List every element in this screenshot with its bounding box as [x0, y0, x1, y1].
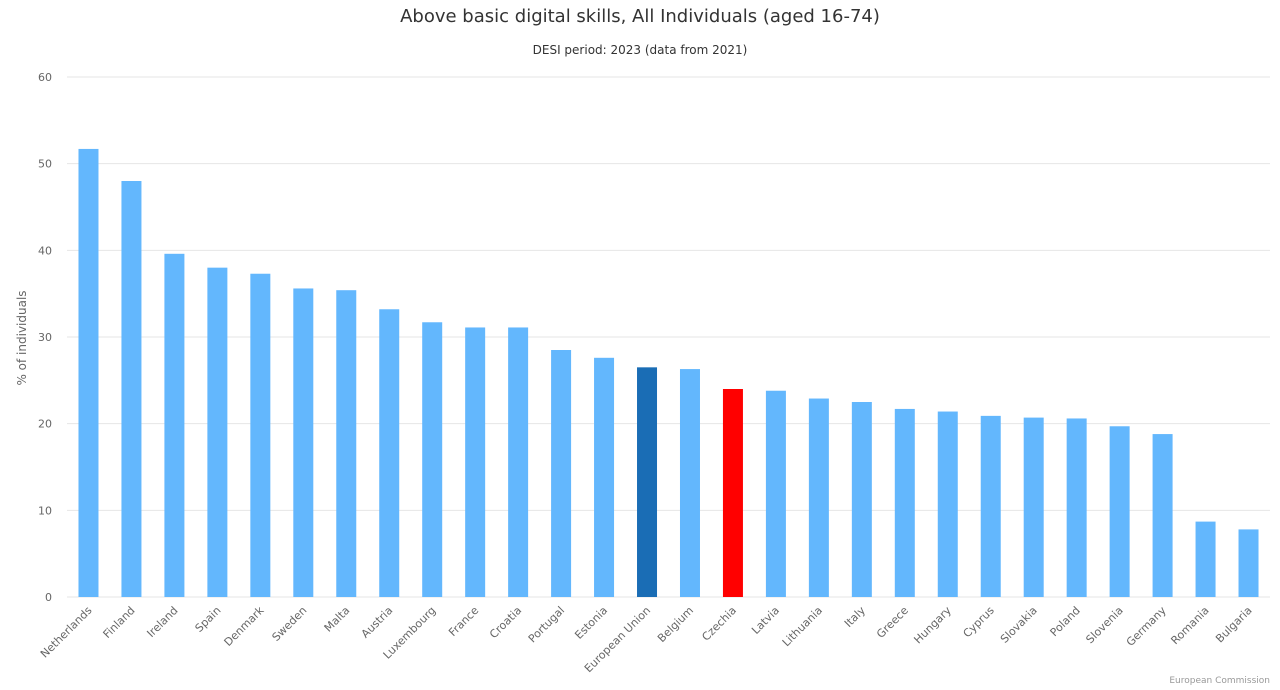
y-axis-ticks: 0 10 20 30 40 50 60	[38, 71, 52, 604]
x-tick-label: Sweden	[269, 604, 309, 644]
bar-belgium[interactable]	[679, 369, 700, 597]
bar-european-union[interactable]	[637, 367, 658, 597]
bar-croatia[interactable]	[508, 327, 529, 597]
x-tick-label: Romania	[1168, 604, 1211, 647]
bar-greece[interactable]	[894, 408, 915, 597]
x-tick-label: Czechia	[699, 604, 739, 644]
bar-netherlands[interactable]	[78, 148, 99, 597]
x-tick-label: Slovenia	[1083, 604, 1125, 646]
y-tick-label: 40	[38, 244, 52, 257]
bar-finland[interactable]	[121, 181, 142, 597]
x-tick-label: Netherlands	[38, 604, 95, 661]
gridlines	[67, 76, 1270, 598]
x-tick-label: Poland	[1048, 604, 1083, 639]
bar-germany[interactable]	[1152, 434, 1173, 597]
bar-italy[interactable]	[851, 402, 872, 597]
bar-slovenia[interactable]	[1109, 426, 1130, 597]
bar-malta[interactable]	[336, 290, 357, 597]
chart-title: Above basic digital skills, All Individu…	[400, 6, 880, 27]
x-tick-label: Croatia	[487, 604, 524, 641]
bar-poland[interactable]	[1066, 418, 1087, 597]
x-tick-label: Denmark	[222, 603, 267, 648]
bars	[78, 148, 1259, 598]
x-tick-label: France	[446, 604, 481, 639]
x-tick-label: Ireland	[144, 604, 180, 640]
x-tick-label: Lithuania	[780, 604, 825, 649]
bar-cyprus[interactable]	[980, 415, 1001, 597]
x-tick-label: Bulgaria	[1213, 604, 1254, 645]
y-tick-label: 50	[38, 158, 52, 171]
chart-subtitle: DESI period: 2023 (data from 2021)	[532, 43, 748, 57]
bar-hungary[interactable]	[937, 411, 958, 597]
bar-spain[interactable]	[207, 267, 228, 597]
bar-luxembourg[interactable]	[422, 322, 443, 597]
bar-ireland[interactable]	[164, 253, 185, 598]
y-tick-label: 60	[38, 71, 52, 84]
x-tick-label: Estonia	[572, 604, 610, 642]
y-tick-label: 30	[38, 331, 52, 344]
bar-sweden[interactable]	[293, 288, 314, 597]
x-tick-label: Portugal	[526, 604, 567, 645]
x-tick-label: Hungary	[911, 604, 954, 647]
y-tick-label: 0	[45, 591, 52, 604]
bar-france[interactable]	[465, 327, 486, 597]
bar-estonia[interactable]	[594, 357, 615, 597]
y-tick-label: 20	[38, 418, 52, 431]
x-tick-label: Finland	[101, 604, 138, 641]
bar-romania[interactable]	[1195, 521, 1216, 597]
bar-austria[interactable]	[379, 309, 400, 597]
x-tick-label: Malta	[322, 604, 353, 635]
bar-czechia[interactable]	[722, 389, 743, 597]
bar-denmark[interactable]	[250, 273, 271, 597]
credit-link[interactable]: European Commission	[1169, 676, 1270, 686]
x-tick-label: Spain	[193, 604, 224, 635]
x-tick-label: Belgium	[655, 604, 696, 645]
x-tick-label: Latvia	[749, 604, 782, 637]
x-tick-label: Austria	[359, 604, 396, 641]
x-tick-label: Germany	[1124, 604, 1169, 649]
bar-lithuania[interactable]	[808, 398, 829, 597]
bar-latvia[interactable]	[765, 390, 786, 597]
bar-bulgaria[interactable]	[1238, 529, 1259, 597]
x-tick-label: Greece	[874, 604, 911, 641]
bar-portugal[interactable]	[551, 350, 572, 597]
x-tick-label: Cyprus	[961, 604, 998, 641]
y-axis-label: % of individuals	[15, 290, 29, 385]
x-tick-label: Italy	[842, 604, 868, 630]
y-tick-label: 10	[38, 504, 52, 517]
bar-slovakia[interactable]	[1023, 417, 1044, 597]
x-tick-label: Slovakia	[998, 604, 1040, 646]
